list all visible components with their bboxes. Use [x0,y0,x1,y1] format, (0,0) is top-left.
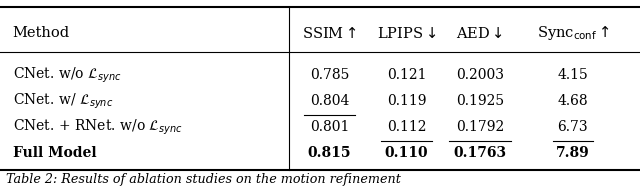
Text: SSIM$\uparrow$: SSIM$\uparrow$ [302,26,357,41]
Text: 0.804: 0.804 [310,94,349,108]
Text: Method: Method [13,26,70,41]
Text: CNet. + RNet. w/o $\mathcal{L}_{sync}$: CNet. + RNet. w/o $\mathcal{L}_{sync}$ [13,118,182,137]
Text: 0.121: 0.121 [387,68,426,82]
Text: 0.1763: 0.1763 [453,146,507,161]
Text: 0.2003: 0.2003 [456,68,504,82]
Text: Table 2: Results of ablation studies on the motion refinement: Table 2: Results of ablation studies on … [6,173,401,186]
Text: 0.1792: 0.1792 [456,120,504,134]
Text: 0.801: 0.801 [310,120,349,134]
Text: 0.112: 0.112 [387,120,426,134]
Text: 0.785: 0.785 [310,68,349,82]
Text: LPIPS$\downarrow$: LPIPS$\downarrow$ [377,26,436,41]
Text: CNet. w/ $\mathcal{L}_{sync}$: CNet. w/ $\mathcal{L}_{sync}$ [13,92,113,111]
Text: CNet. w/o $\mathcal{L}_{sync}$: CNet. w/o $\mathcal{L}_{sync}$ [13,66,122,85]
Text: 0.1925: 0.1925 [456,94,504,108]
Text: 0.110: 0.110 [385,146,428,161]
Text: Sync$_{\rm conf}$$\uparrow$: Sync$_{\rm conf}$$\uparrow$ [536,25,609,42]
Text: AED$\downarrow$: AED$\downarrow$ [456,26,504,41]
Text: 0.119: 0.119 [387,94,426,108]
Text: 4.68: 4.68 [557,94,588,108]
Text: 7.89: 7.89 [556,146,589,161]
Text: 6.73: 6.73 [557,120,588,134]
Text: Full Model: Full Model [13,146,97,161]
Text: 4.15: 4.15 [557,68,588,82]
Text: 0.815: 0.815 [308,146,351,161]
